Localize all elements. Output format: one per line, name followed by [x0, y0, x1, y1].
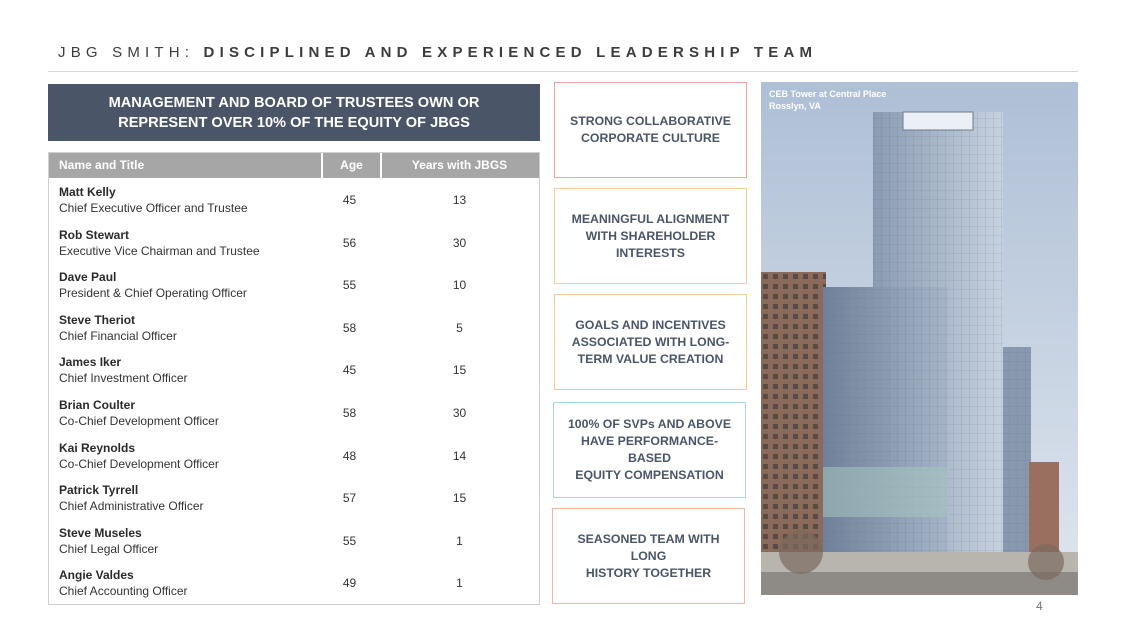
- table-row: Dave Paul President & Chief Operating Of…: [49, 266, 539, 308]
- age-cell: 57: [342, 491, 357, 506]
- name-cell: Angie Valdes Chief Accounting Officer: [59, 567, 188, 599]
- highlight-line: MEANINGFUL ALIGNMENT: [571, 211, 730, 226]
- highlight-seasoned-team: SEASONED TEAM WITH LONG HISTORY TOGETHER: [552, 508, 745, 604]
- age-cell: 45: [342, 193, 357, 207]
- years-cell: 14: [452, 448, 467, 463]
- highlight-line: CORPORATE CULTURE: [581, 131, 720, 145]
- title-divider: [48, 71, 1078, 72]
- executive-name: Brian Coulter: [59, 398, 136, 412]
- highlight-shareholder-alignment: MEANINGFUL ALIGNMENT WITH SHAREHOLDER IN…: [554, 188, 747, 284]
- highlight-line: GOALS AND INCENTIVES: [575, 317, 726, 332]
- executive-name: Rob Stewart: [59, 227, 130, 242]
- executive-name: Angie Valdes: [59, 568, 134, 583]
- years-cell: 15: [452, 491, 467, 506]
- highlight-collaborative-culture: STRONG COLLABORATIVE CORPORATE CULTURE: [554, 82, 747, 178]
- executive-title: Chief Legal Officer: [59, 541, 159, 556]
- name-cell: Brian Coulter Co-Chief Development Offic…: [59, 397, 219, 429]
- years-cell: 1: [456, 576, 463, 591]
- table-row: Rob Stewart Executive Vice Chairman and …: [49, 224, 539, 266]
- photo-caption-title: CEB Tower at Central Place: [769, 89, 887, 99]
- building-photo: CEB Tower at Central Place Rosslyn, VA: [761, 82, 1078, 595]
- executive-title: Chief Financial Officer: [59, 328, 177, 343]
- years-cell: 5: [456, 320, 463, 335]
- executive-name: Steve Museles: [59, 525, 142, 540]
- table-row: James Iker Chief Investment Officer 45 1…: [49, 351, 539, 393]
- highlight-line: SEASONED TEAM WITH LONG: [577, 531, 720, 563]
- executive-name: Matt Kelly: [59, 185, 116, 199]
- banner-line-2: REPRESENT OVER 10% OF THE EQUITY OF JBGS: [118, 115, 470, 131]
- title-brand: JBG SMITH:: [58, 44, 195, 61]
- executive-title: Chief Investment Officer: [59, 371, 188, 386]
- table-row: Steve Museles Chief Legal Officer 55 1: [49, 522, 539, 564]
- executive-title: President & Chief Operating Officer: [59, 286, 247, 301]
- name-cell: Steve Theriot Chief Financial Officer: [59, 312, 177, 344]
- executive-title: Chief Executive Officer and Trustee: [59, 201, 248, 215]
- table-header: Name and Title Age Years with JBGS: [49, 153, 539, 178]
- executive-name: Kai Reynolds: [59, 440, 136, 455]
- name-cell: Kai Reynolds Co-Chief Development Office…: [59, 440, 219, 472]
- executive-name: James Iker: [59, 355, 122, 370]
- age-cell: 49: [342, 576, 357, 591]
- age-cell: 58: [342, 406, 357, 420]
- executive-title: Co-Chief Development Officer: [59, 456, 219, 471]
- executive-name: Dave Paul: [59, 270, 117, 285]
- executive-title: Executive Vice Chairman and Trustee: [59, 243, 260, 258]
- highlight-line: ASSOCIATED WITH LONG-: [571, 334, 730, 349]
- age-cell: 48: [342, 448, 357, 463]
- highlight-equity-compensation: 100% OF SVPs AND ABOVE HAVE PERFORMANCE-…: [553, 402, 746, 498]
- age-cell: 55: [342, 278, 357, 293]
- photo-caption: CEB Tower at Central Place Rosslyn, VA: [769, 88, 886, 112]
- years-cell: 13: [452, 193, 467, 207]
- highlight-line: 100% OF SVPs AND ABOVE: [567, 417, 732, 431]
- years-cell: 15: [452, 363, 467, 378]
- header-name-title: Name and Title: [59, 158, 145, 172]
- highlight-line: WITH SHAREHOLDER: [585, 228, 716, 243]
- name-cell: Steve Museles Chief Legal Officer: [59, 525, 158, 557]
- page-number: 4: [1036, 599, 1043, 613]
- highlight-goals-incentives: GOALS AND INCENTIVES ASSOCIATED WITH LON…: [554, 294, 747, 390]
- header-years: Years with JBGS: [411, 158, 508, 172]
- age-cell: 55: [342, 533, 357, 548]
- name-cell: Rob Stewart Executive Vice Chairman and …: [59, 227, 260, 259]
- table-row: Brian Coulter Co-Chief Development Offic…: [49, 394, 539, 436]
- highlight-line: HAVE PERFORMANCE-BASED: [580, 434, 719, 465]
- highlight-line: EQUITY COMPENSATION: [575, 468, 724, 482]
- executive-title: Chief Administrative Officer: [59, 499, 204, 514]
- tower-illustration: [761, 82, 1078, 595]
- executive-name: Patrick Tyrrell: [59, 483, 139, 498]
- title-headline: DISCIPLINED AND EXPERIENCED LEADERSHIP T…: [203, 44, 818, 61]
- executive-title: Co-Chief Development Officer: [59, 414, 219, 428]
- table-row: Patrick Tyrrell Chief Administrative Off…: [49, 479, 539, 521]
- table-row: Angie Valdes Chief Accounting Officer 49…: [49, 564, 539, 606]
- highlight-line: INTERESTS: [615, 245, 685, 260]
- photo-caption-location: Rosslyn, VA: [769, 101, 821, 111]
- table-row: Steve Theriot Chief Financial Officer 58…: [49, 309, 539, 351]
- highlight-line: STRONG COLLABORATIVE: [570, 114, 731, 128]
- age-cell: 45: [342, 363, 357, 378]
- executive-title: Chief Accounting Officer: [59, 584, 188, 599]
- ownership-banner: MANAGEMENT AND BOARD OF TRUSTEES OWN OR …: [48, 84, 540, 141]
- table-row: Matt Kelly Chief Executive Officer and T…: [49, 181, 539, 223]
- slide-title: JBG SMITH: DISCIPLINED AND EXPERIENCED L…: [58, 44, 817, 61]
- executive-name: Steve Theriot: [59, 312, 136, 327]
- banner-line-1: MANAGEMENT AND BOARD OF TRUSTEES OWN OR: [108, 95, 480, 111]
- highlight-line: HISTORY TOGETHER: [585, 565, 712, 580]
- years-cell: 10: [452, 278, 467, 293]
- years-cell: 1: [456, 533, 463, 548]
- years-cell: 30: [452, 406, 467, 420]
- name-cell: James Iker Chief Investment Officer: [59, 354, 188, 386]
- years-cell: 30: [452, 235, 467, 250]
- header-age: Age: [321, 153, 382, 178]
- age-cell: 58: [342, 320, 357, 335]
- name-cell: Matt Kelly Chief Executive Officer and T…: [59, 184, 248, 216]
- table-row: Kai Reynolds Co-Chief Development Office…: [49, 437, 539, 479]
- highlight-line: TERM VALUE CREATION: [577, 351, 724, 366]
- name-cell: Patrick Tyrrell Chief Administrative Off…: [59, 482, 204, 514]
- name-cell: Dave Paul President & Chief Operating Of…: [59, 269, 247, 301]
- leadership-table: Name and Title Age Years with JBGS Matt …: [48, 152, 540, 605]
- age-cell: 56: [342, 235, 357, 250]
